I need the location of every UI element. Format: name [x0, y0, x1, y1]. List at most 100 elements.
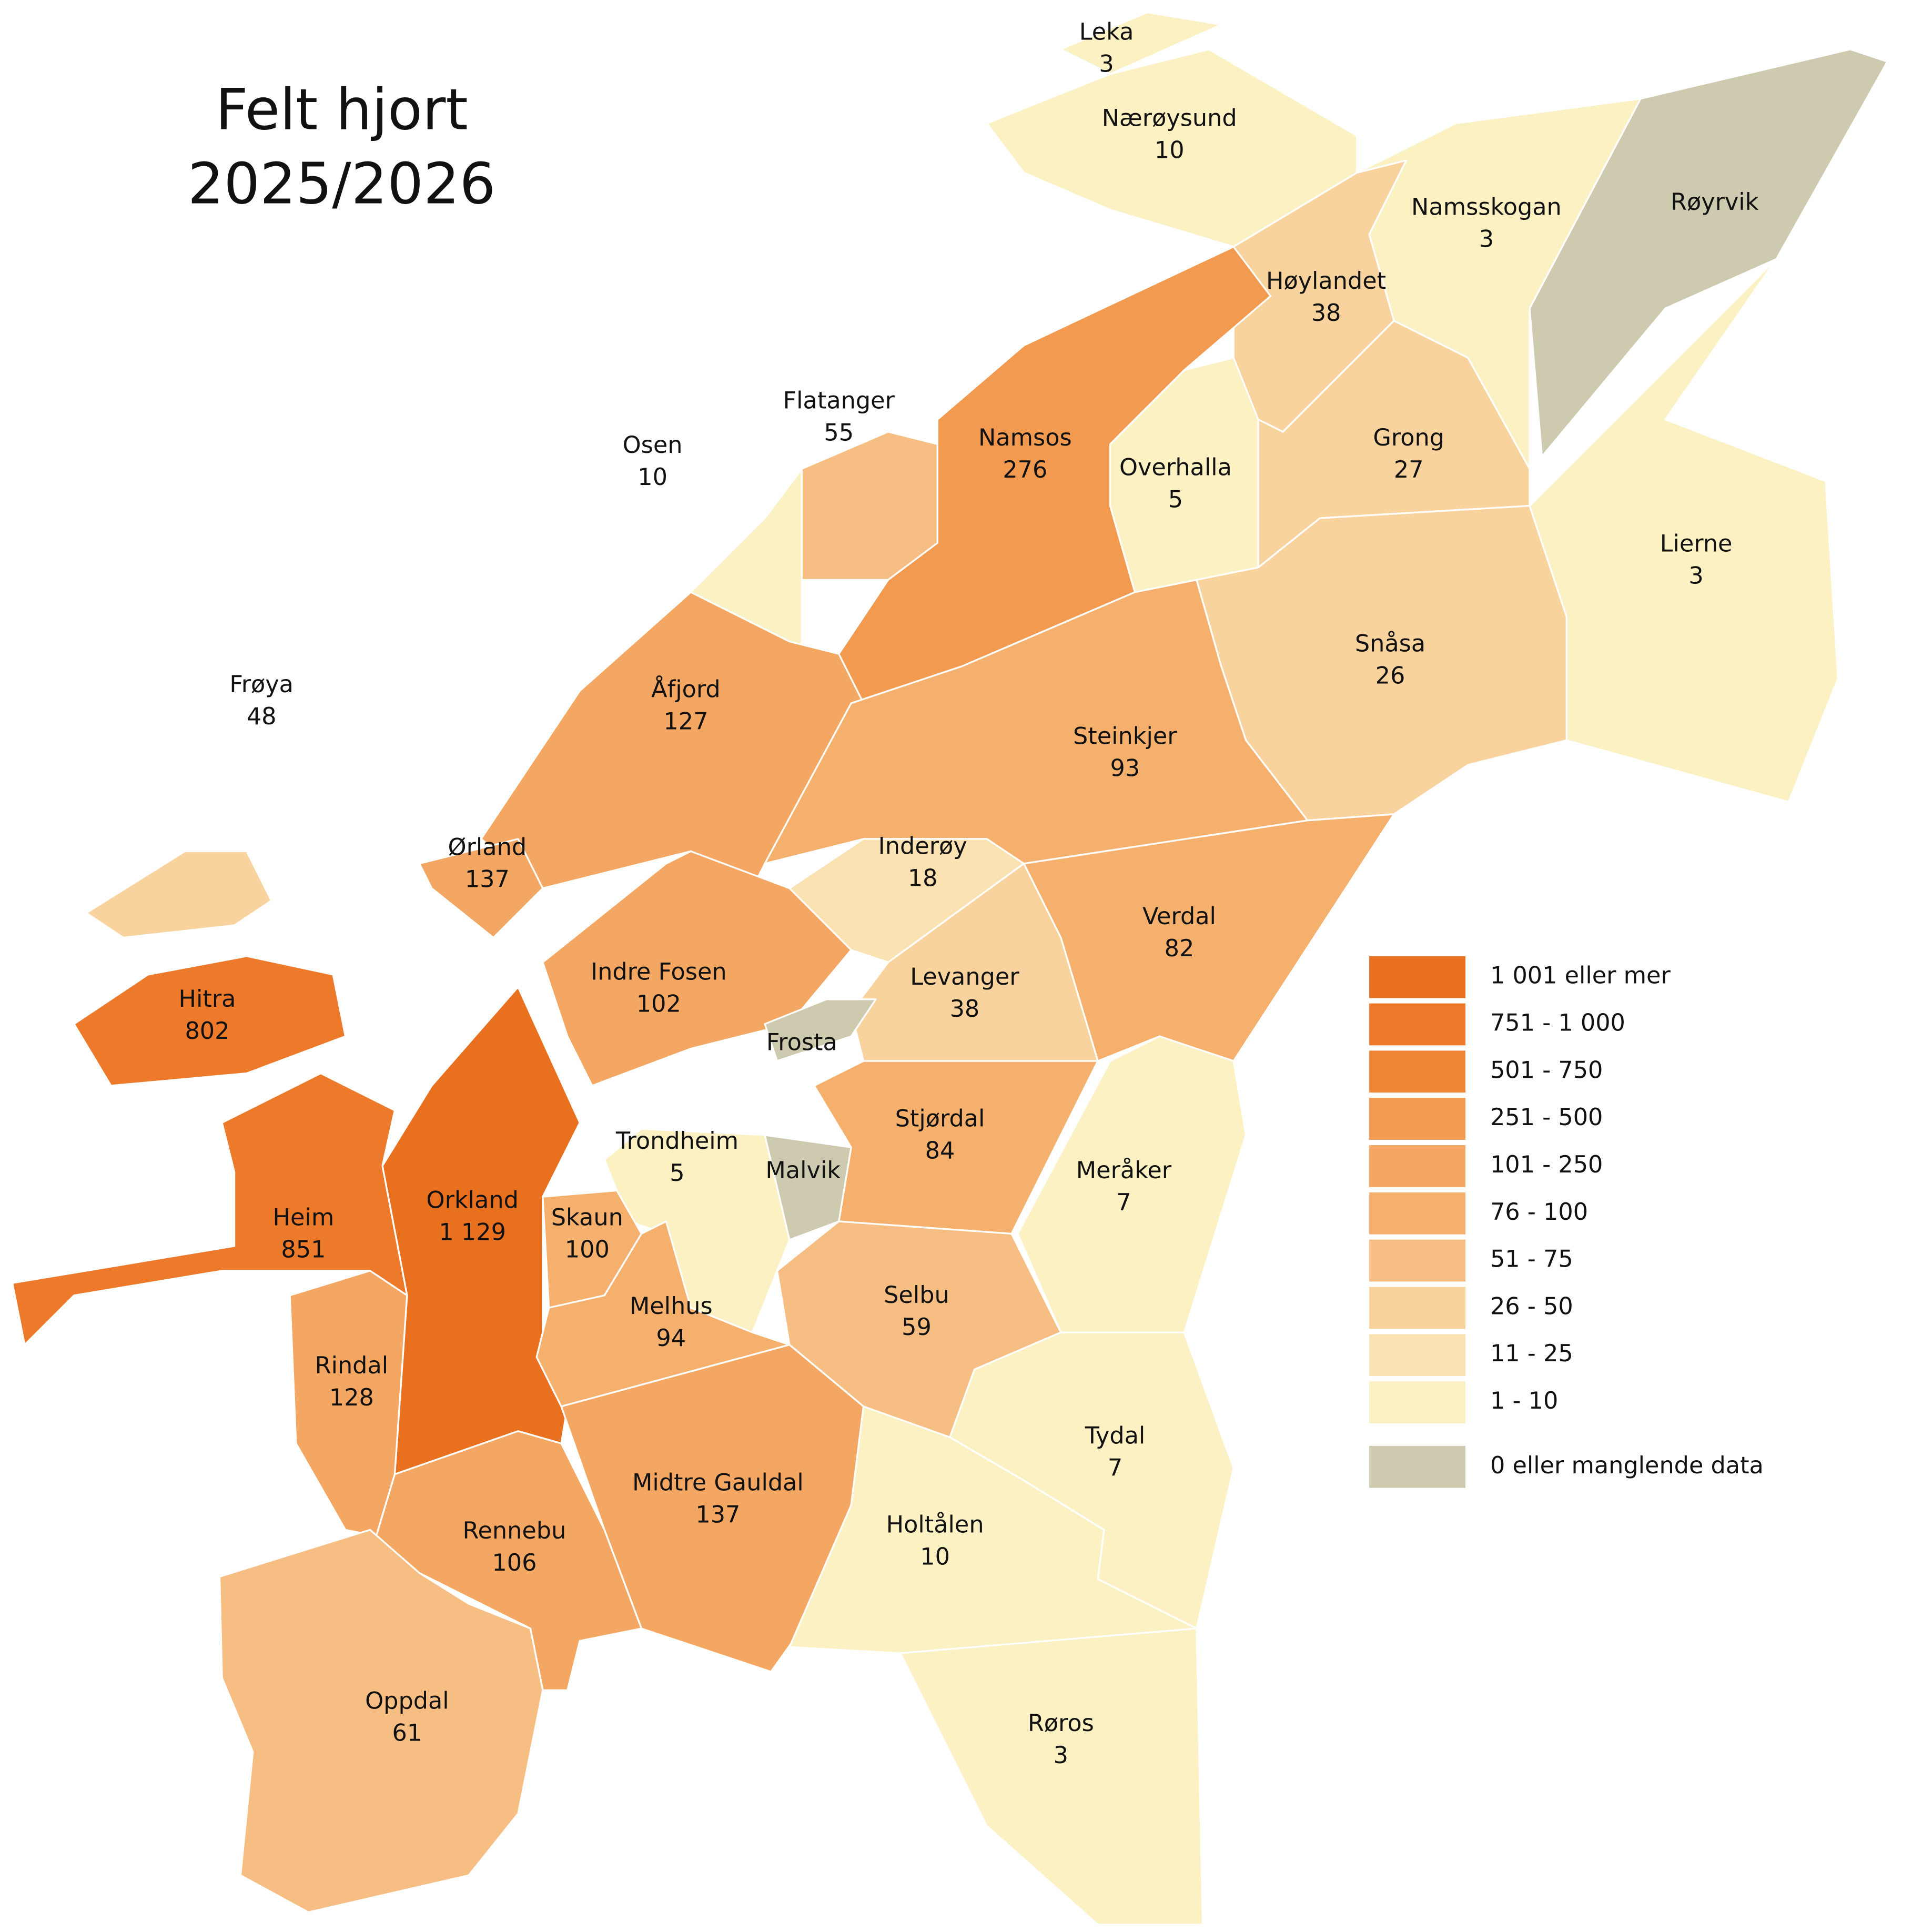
municipality-name: Namsos	[978, 424, 1072, 451]
legend-swatch	[1369, 1145, 1466, 1187]
municipality-value: 26	[1375, 662, 1405, 690]
municipality-value: 38	[1311, 299, 1341, 327]
legend-swatch	[1369, 1239, 1466, 1282]
municipality-value: 7	[1116, 1189, 1131, 1216]
municipality-value: 851	[281, 1236, 326, 1263]
legend-label: 251 - 500	[1490, 1104, 1603, 1131]
municipality	[418, 838, 544, 939]
municipality-name: Selbu	[884, 1281, 949, 1309]
legend-swatch	[1369, 1050, 1466, 1093]
municipality-name: Røros	[1028, 1710, 1094, 1737]
municipality-name: Lierne	[1660, 530, 1733, 558]
legend-swatch	[1369, 1192, 1466, 1235]
legend-swatch	[1369, 1003, 1466, 1046]
legend-label: 1 - 10	[1490, 1387, 1558, 1414]
municipality	[85, 850, 272, 939]
legend-swatch	[1369, 1334, 1466, 1377]
municipality	[801, 431, 938, 581]
municipality-value: 59	[902, 1313, 932, 1341]
labels: Leka 3 Nærøysund 10 Namsskogan 3 Røyrvik Høylan…	[179, 18, 1759, 1769]
municipality	[218, 1529, 544, 1914]
municipality-value: 61	[392, 1719, 422, 1747]
municipality-value: 84	[925, 1137, 955, 1165]
municipality-value: 3	[1099, 50, 1114, 77]
legend-label: 11 - 25	[1490, 1340, 1573, 1367]
municipality-name: Meråker	[1076, 1157, 1172, 1184]
municipality-name: Ørland	[448, 834, 527, 861]
municipality-value: 127	[663, 707, 708, 735]
municipality-name: Indre Fosen	[591, 958, 727, 986]
municipality-name: Oppdal	[365, 1687, 449, 1715]
municipality-name: Frosta	[766, 1028, 837, 1056]
municipality-name: Røyrvik	[1671, 188, 1759, 216]
municipality-name: Åfjord	[651, 675, 721, 703]
legend-label: 26 - 50	[1490, 1292, 1573, 1320]
municipality-value: 5	[670, 1159, 684, 1187]
municipality	[1529, 48, 1888, 458]
legend-label: 101 - 250	[1490, 1151, 1603, 1178]
title-line: Felt hjort	[216, 77, 468, 143]
municipality-value: 102	[636, 990, 681, 1018]
municipality-name: Osen	[623, 431, 683, 459]
municipality-name: Flatanger	[783, 387, 895, 414]
municipality-value: 802	[185, 1017, 229, 1045]
municipality-value: 106	[492, 1549, 537, 1576]
municipality-value: 10	[920, 1543, 950, 1570]
municipality-name: Rennebu	[463, 1517, 566, 1544]
municipality-value: 27	[1394, 456, 1424, 483]
municipality-name: Snåsa	[1355, 630, 1425, 658]
municipality	[375, 1430, 643, 1691]
municipality	[11, 1072, 408, 1346]
municipality	[788, 1405, 1198, 1654]
municipality-value: 137	[465, 866, 510, 893]
municipality-value: 18	[908, 864, 938, 892]
municipality-value: 100	[565, 1236, 610, 1263]
municipality-name: Verdal	[1142, 903, 1216, 930]
legend-swatch	[1369, 956, 1466, 998]
legend-label: 51 - 75	[1490, 1246, 1573, 1273]
municipality-name: Rindal	[315, 1352, 389, 1379]
legend-swatch	[1369, 1445, 1466, 1488]
municipality-value: 94	[656, 1324, 686, 1352]
legend-label: 0 eller manglende data	[1490, 1452, 1764, 1479]
legend-label: 751 - 1 000	[1490, 1009, 1625, 1036]
municipality-value: 10	[638, 463, 667, 491]
municipality-name: Leka	[1079, 18, 1134, 45]
municipality-value: 276	[1003, 456, 1047, 483]
municipality-value: 5	[1168, 485, 1183, 513]
municipality-name: Orkland	[427, 1186, 519, 1213]
municipality-value: 3	[1054, 1742, 1068, 1769]
municipality-name: Heim	[273, 1203, 335, 1231]
legend: 1 001 eller mer 751 - 1 000 501 - 750 251 -…	[1369, 956, 1764, 1488]
municipality-value: 10	[1155, 136, 1185, 164]
municipality-name: Nærøysund	[1102, 105, 1237, 132]
municipality-name: Høylandet	[1266, 267, 1386, 295]
municipality-value: 137	[695, 1501, 740, 1529]
municipality	[603, 1128, 791, 1333]
municipality-name: Melhus	[630, 1292, 713, 1320]
municipality-value: 38	[950, 995, 980, 1023]
municipality-value: 48	[247, 703, 277, 730]
municipality	[764, 998, 877, 1062]
municipality-name: Hitra	[179, 985, 236, 1013]
municipality-name: Levanger	[910, 963, 1019, 990]
municipality-name: Grong	[1373, 424, 1444, 451]
municipality-value: 7	[1108, 1454, 1122, 1481]
municipality-value: 3	[1688, 562, 1703, 590]
municipality-value: 128	[329, 1384, 374, 1411]
municipality-name: Overhalla	[1119, 453, 1232, 481]
municipality-name: Inderøy	[878, 832, 967, 859]
municipality-name: Stjørdal	[895, 1105, 985, 1132]
municipality-name: Holtålen	[886, 1511, 984, 1538]
municipality-value: 55	[824, 419, 854, 447]
legend-label: 1 001 eller mer	[1490, 962, 1671, 989]
municipality-name: Trondheim	[615, 1127, 739, 1155]
municipality	[535, 1220, 791, 1408]
legend-swatch	[1369, 1098, 1466, 1140]
legend-label: 501 - 750	[1490, 1056, 1603, 1084]
municipality-name: Frøya	[229, 671, 294, 698]
municipality	[1060, 11, 1222, 75]
municipality-name: Midtre Gauldal	[632, 1469, 804, 1496]
municipality	[764, 579, 1309, 865]
